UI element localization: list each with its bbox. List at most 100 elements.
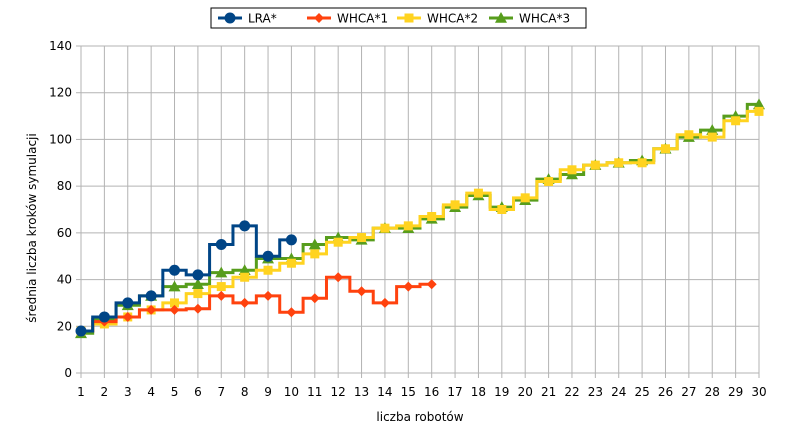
legend-item: WHCA*2 bbox=[397, 12, 478, 26]
data-point bbox=[145, 290, 157, 302]
x-tick-label: 17 bbox=[447, 385, 462, 399]
x-tick-label: 22 bbox=[564, 385, 579, 399]
x-tick-label: 5 bbox=[171, 385, 179, 399]
data-point bbox=[238, 264, 251, 276]
x-tick-label: 27 bbox=[681, 385, 696, 399]
data-point bbox=[191, 278, 204, 290]
x-tick-label: 26 bbox=[658, 385, 673, 399]
series-whca-2 bbox=[76, 106, 764, 336]
series-line bbox=[81, 275, 432, 333]
data-point bbox=[380, 223, 390, 233]
legend: LRA* WHCA*1 WHCA*2 WHCA*3 bbox=[210, 7, 587, 29]
legend-item: WHCA*1 bbox=[307, 12, 388, 26]
data-point bbox=[660, 144, 670, 154]
data-point bbox=[285, 234, 297, 246]
legend-label: WHCA*1 bbox=[337, 12, 388, 26]
y-tick-label: 100 bbox=[49, 132, 72, 146]
x-tick-label: 11 bbox=[307, 385, 322, 399]
data-point bbox=[169, 264, 181, 276]
data-point bbox=[215, 266, 228, 278]
series-line bbox=[81, 109, 759, 333]
x-tick-label: 23 bbox=[588, 385, 603, 399]
legend-label: LRA* bbox=[248, 12, 277, 26]
data-point bbox=[403, 221, 413, 231]
data-point bbox=[309, 293, 320, 304]
y-tick-label: 60 bbox=[57, 226, 72, 240]
x-tick-label: 12 bbox=[331, 385, 346, 399]
data-point bbox=[357, 233, 367, 243]
data-point bbox=[263, 265, 273, 275]
data-point bbox=[731, 116, 741, 126]
x-tick-label: 4 bbox=[147, 385, 155, 399]
data-point bbox=[356, 286, 367, 297]
plot-area-border bbox=[80, 45, 760, 374]
x-tick-label: 16 bbox=[424, 385, 439, 399]
x-tick-label: 24 bbox=[611, 385, 626, 399]
series-layer bbox=[75, 98, 765, 339]
data-point bbox=[520, 193, 530, 203]
x-tick-label: 13 bbox=[354, 385, 369, 399]
data-point bbox=[75, 325, 87, 337]
data-point bbox=[239, 220, 251, 232]
data-point bbox=[308, 238, 321, 250]
legend-label: WHCA*3 bbox=[519, 12, 570, 26]
data-point bbox=[544, 176, 554, 186]
legend-swatch-marker bbox=[404, 13, 414, 23]
data-point bbox=[567, 165, 577, 175]
data-point bbox=[614, 158, 624, 168]
data-point bbox=[263, 290, 274, 301]
data-point bbox=[403, 281, 414, 292]
data-point bbox=[98, 311, 110, 323]
legend-item: LRA* bbox=[218, 12, 277, 26]
data-point bbox=[753, 98, 765, 110]
x-tick-label: 1 bbox=[77, 385, 85, 399]
data-point bbox=[473, 188, 483, 198]
data-point bbox=[590, 160, 600, 170]
data-point bbox=[193, 289, 203, 299]
data-point bbox=[707, 132, 717, 142]
data-point bbox=[216, 282, 226, 292]
data-point bbox=[169, 304, 180, 315]
data-point bbox=[262, 250, 274, 262]
x-tick-label: 25 bbox=[634, 385, 649, 399]
x-tick-label: 9 bbox=[264, 385, 272, 399]
x-tick-label: 10 bbox=[284, 385, 299, 399]
x-tick-label: 20 bbox=[518, 385, 533, 399]
data-point bbox=[170, 298, 180, 308]
data-point bbox=[310, 249, 320, 259]
data-point bbox=[216, 290, 227, 301]
data-point bbox=[192, 303, 203, 314]
x-tick-label: 2 bbox=[101, 385, 109, 399]
data-point bbox=[497, 205, 507, 214]
legend-item: WHCA*3 bbox=[489, 12, 570, 26]
legend-swatch-marker bbox=[224, 12, 236, 24]
x-tick-label: 18 bbox=[471, 385, 486, 399]
x-tick-label: 29 bbox=[728, 385, 743, 399]
x-tick-label: 15 bbox=[401, 385, 416, 399]
y-tick-label: 0 bbox=[64, 366, 72, 380]
data-point bbox=[168, 280, 181, 292]
data-point bbox=[637, 158, 647, 168]
data-point bbox=[239, 297, 250, 308]
data-point bbox=[146, 304, 157, 315]
y-tick-label: 20 bbox=[57, 319, 72, 333]
x-tick-label: 14 bbox=[377, 385, 392, 399]
y-tick-label: 80 bbox=[57, 179, 72, 193]
data-point bbox=[426, 279, 437, 290]
x-tick-label: 7 bbox=[217, 385, 225, 399]
data-point bbox=[379, 297, 390, 308]
data-point bbox=[286, 307, 297, 318]
y-axis-title: średnia liczba kroków symulacji bbox=[25, 133, 39, 322]
y-tick-label: 140 bbox=[49, 39, 72, 53]
data-point bbox=[333, 237, 343, 247]
series-line bbox=[81, 102, 759, 335]
x-tick-label: 3 bbox=[124, 385, 132, 399]
x-tick-label: 6 bbox=[194, 385, 202, 399]
data-point bbox=[706, 124, 719, 135]
x-tick-label: 19 bbox=[494, 385, 509, 399]
data-point bbox=[215, 239, 227, 251]
